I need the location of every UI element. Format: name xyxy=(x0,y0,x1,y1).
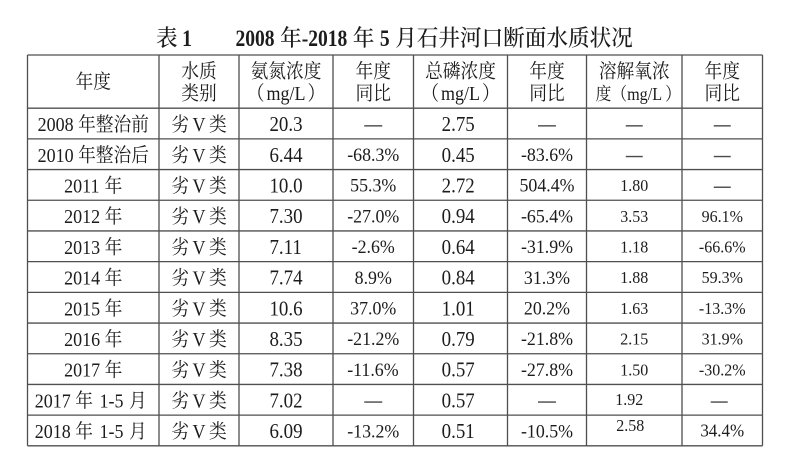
svg-text:V: V xyxy=(193,268,206,290)
svg-text:V: V xyxy=(193,298,206,320)
svg-text:0.94: 0.94 xyxy=(442,205,475,228)
svg-text:504.4%: 504.4% xyxy=(519,175,574,196)
svg-text:1.92: 1.92 xyxy=(615,391,643,409)
svg-text:2015: 2015 xyxy=(64,298,100,320)
svg-text:-11.6%: -11.6% xyxy=(347,359,398,380)
svg-text:V: V xyxy=(193,391,206,413)
svg-text:10.0: 10.0 xyxy=(269,175,302,198)
svg-text:V: V xyxy=(193,145,206,167)
svg-text:0.57: 0.57 xyxy=(442,389,475,412)
svg-text:1-5: 1-5 xyxy=(100,421,124,443)
svg-text:1.88: 1.88 xyxy=(620,269,648,287)
svg-text:34.4%: 34.4% xyxy=(700,421,744,440)
svg-text:-83.6%: -83.6% xyxy=(521,145,573,166)
svg-text:V: V xyxy=(193,360,206,382)
svg-text:mg/L: mg/L xyxy=(441,83,480,105)
svg-text:2017: 2017 xyxy=(35,391,71,413)
svg-text:2014: 2014 xyxy=(64,268,100,290)
svg-text:1-5: 1-5 xyxy=(100,391,124,413)
svg-text:31.9%: 31.9% xyxy=(702,330,743,348)
svg-text:8.9%: 8.9% xyxy=(355,267,392,288)
svg-text:2.15: 2.15 xyxy=(620,330,648,348)
svg-text:-31.9%: -31.9% xyxy=(521,237,573,258)
svg-text:V: V xyxy=(193,114,206,136)
svg-text:20.3: 20.3 xyxy=(269,113,302,136)
svg-text:-13.2%: -13.2% xyxy=(347,421,399,442)
svg-text:8.35: 8.35 xyxy=(269,328,302,351)
svg-text:2013: 2013 xyxy=(64,237,100,259)
svg-text:7.11: 7.11 xyxy=(269,236,301,259)
svg-text:2011: 2011 xyxy=(64,176,99,198)
svg-text:5: 5 xyxy=(380,25,390,51)
svg-text:37.0%: 37.0% xyxy=(350,298,396,319)
svg-text:-21.2%: -21.2% xyxy=(347,329,399,350)
svg-text:59.3%: 59.3% xyxy=(702,269,743,287)
svg-text:mg/L: mg/L xyxy=(627,84,662,104)
svg-text:55.3%: 55.3% xyxy=(350,175,396,196)
svg-text:2016: 2016 xyxy=(64,329,100,351)
svg-text:1: 1 xyxy=(182,25,192,51)
svg-text:1.18: 1.18 xyxy=(620,238,648,256)
svg-text:-10.5%: -10.5% xyxy=(521,421,573,442)
svg-text:V: V xyxy=(193,237,206,259)
svg-text:0.45: 0.45 xyxy=(442,144,475,167)
svg-text:7.38: 7.38 xyxy=(269,359,302,382)
svg-text:-27.8%: -27.8% xyxy=(521,359,573,380)
svg-text:V: V xyxy=(193,176,206,198)
svg-text:-68.3%: -68.3% xyxy=(347,145,399,166)
svg-text:-65.4%: -65.4% xyxy=(521,206,573,227)
svg-text:10.6: 10.6 xyxy=(269,297,302,320)
svg-text:-66.6%: -66.6% xyxy=(699,238,746,256)
svg-text:0.51: 0.51 xyxy=(442,420,475,443)
svg-text:-30.2%: -30.2% xyxy=(699,361,746,379)
svg-text:2008: 2008 xyxy=(236,25,275,51)
svg-text:2017: 2017 xyxy=(64,360,100,382)
svg-text:2008: 2008 xyxy=(38,114,74,136)
svg-text:7.02: 7.02 xyxy=(269,389,302,412)
svg-text:mg/L: mg/L xyxy=(267,83,306,105)
svg-text:6.09: 6.09 xyxy=(269,420,302,443)
svg-text:7.30: 7.30 xyxy=(269,205,302,228)
svg-text:-2018: -2018 xyxy=(302,25,348,51)
svg-text:31.3%: 31.3% xyxy=(524,267,570,288)
svg-text:1.50: 1.50 xyxy=(620,361,648,379)
svg-text:2.58: 2.58 xyxy=(616,417,644,435)
svg-text:2012: 2012 xyxy=(64,206,100,228)
svg-text:1.63: 1.63 xyxy=(620,300,648,318)
svg-text:96.1%: 96.1% xyxy=(702,208,743,226)
svg-text:-2.6%: -2.6% xyxy=(352,237,395,258)
svg-text:2.75: 2.75 xyxy=(442,113,475,136)
svg-text:-13.3%: -13.3% xyxy=(699,300,746,318)
svg-text:2018: 2018 xyxy=(35,421,71,443)
svg-text:1.01: 1.01 xyxy=(442,297,475,320)
svg-text:2010: 2010 xyxy=(38,145,74,167)
svg-text:V: V xyxy=(193,206,206,228)
svg-text:6.44: 6.44 xyxy=(269,144,302,167)
svg-text:7.74: 7.74 xyxy=(269,267,302,290)
svg-text:0.64: 0.64 xyxy=(442,236,475,259)
svg-text:0.79: 0.79 xyxy=(442,328,475,351)
svg-text:20.2%: 20.2% xyxy=(524,298,570,319)
svg-text:2.72: 2.72 xyxy=(442,175,475,198)
svg-text:V: V xyxy=(193,329,206,351)
svg-text:1.80: 1.80 xyxy=(620,177,648,195)
svg-text:-21.8%: -21.8% xyxy=(521,329,573,350)
svg-text:-27.0%: -27.0% xyxy=(347,206,399,227)
svg-text:3.53: 3.53 xyxy=(620,208,648,226)
svg-text:V: V xyxy=(193,421,206,443)
svg-text:0.57: 0.57 xyxy=(442,359,475,382)
svg-text:0.84: 0.84 xyxy=(442,267,475,290)
